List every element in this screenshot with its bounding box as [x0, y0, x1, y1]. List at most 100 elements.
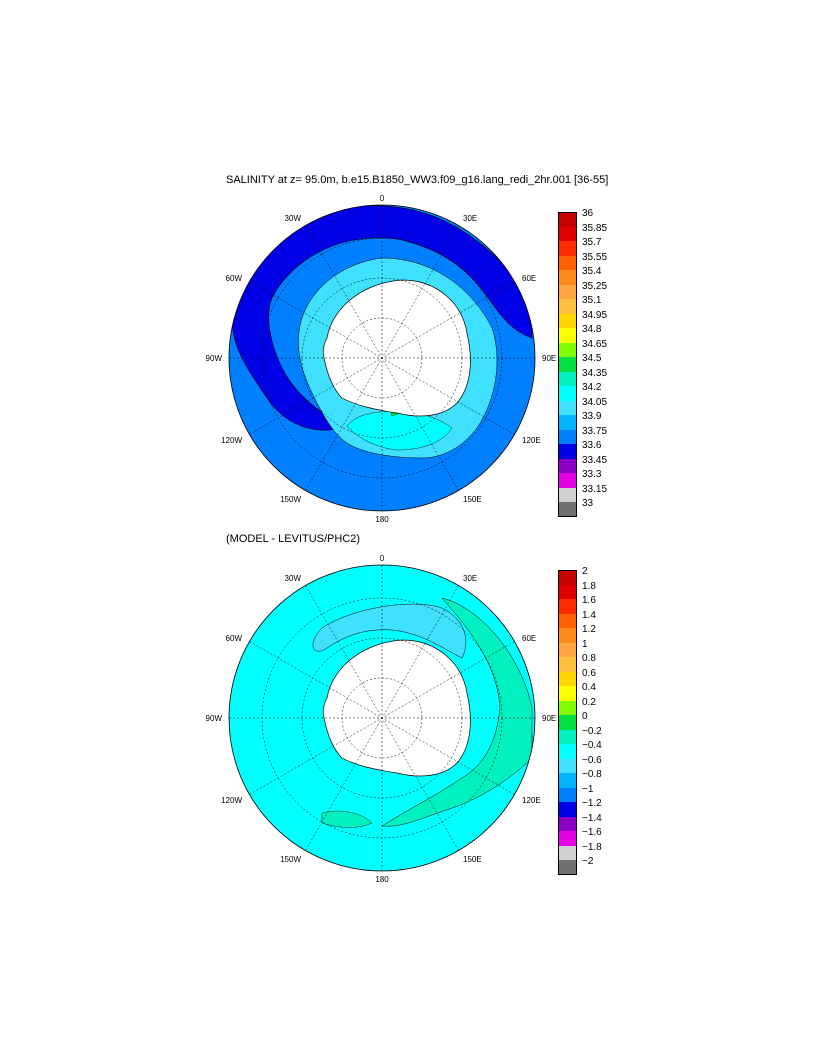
colorbar-label: 34.5	[582, 353, 602, 364]
colorbar-label: 33.45	[582, 454, 608, 466]
lon-label-120e: 120E	[522, 436, 541, 445]
colorbar-label: 0.4	[582, 682, 596, 693]
colorbar-label: −1	[582, 783, 594, 795]
colorbar-label: −1.4	[582, 812, 602, 824]
salinity-colorbar-swatch	[558, 241, 577, 256]
difference-colorbar-swatch	[558, 642, 577, 657]
difference-colorbar-swatch	[558, 657, 577, 672]
salinity-graticule	[229, 205, 535, 511]
lon-label-90w: 90W	[206, 354, 223, 363]
colorbar-label: 33.3	[582, 469, 602, 480]
colorbar-label: 1.4	[582, 609, 596, 621]
difference-positive-patch	[321, 810, 373, 828]
salinity-acc-band	[231, 205, 533, 431]
colorbar-label: 1.8	[582, 580, 596, 592]
lon-label-30e: 30E	[463, 574, 477, 583]
colorbar-label: 33.6	[582, 440, 602, 451]
colorbar-label: 34.8	[582, 324, 602, 335]
salinity-colorbar-swatch	[558, 473, 577, 488]
lon-label-30w: 30W	[285, 574, 302, 583]
difference-colorbar-swatch	[558, 686, 577, 701]
colorbar-label: 34.05	[582, 396, 608, 408]
lon-label-180: 180	[375, 875, 389, 884]
colorbar-label: 33.75	[582, 425, 608, 437]
lon-label-150e: 150E	[463, 495, 482, 504]
salinity-colorbar-swatch	[558, 270, 577, 285]
lon-label-0: 0	[380, 554, 385, 563]
difference-graticule	[229, 565, 535, 871]
difference-colorbar: 2 1.8 1.6 1.4 1.2 1 0.8 0.6 0.4 0.2 0 −0…	[558, 566, 618, 875]
colorbar-label: 34.95	[582, 309, 608, 321]
difference-colorbar-swatch	[558, 744, 577, 759]
difference-colorbar-swatch	[558, 758, 577, 773]
difference-colorbar-swatch	[558, 671, 577, 686]
colorbar-label: −1.2	[582, 798, 602, 809]
salinity-map-outline	[228, 204, 536, 512]
lon-label-150w: 150W	[280, 855, 301, 864]
colorbar-label: 0.8	[582, 653, 596, 664]
lon-label-90e: 90E	[542, 714, 556, 723]
colorbar-label: 0.2	[582, 696, 596, 708]
colorbar-label: 33.15	[582, 483, 608, 495]
salinity-colorbar-swatch	[558, 328, 577, 343]
lon-label-60w: 60W	[226, 634, 243, 643]
salinity-colorbar-swatch	[558, 255, 577, 270]
lon-label-30w: 30W	[285, 214, 302, 223]
difference-colorbar-swatch	[558, 816, 577, 831]
colorbar-label: 1.2	[582, 624, 596, 635]
difference-colorbar-swatch	[558, 802, 577, 817]
colorbar-label: −0.4	[582, 740, 602, 751]
difference-colorbar-swatch	[558, 628, 577, 643]
colorbar-label: 2	[582, 566, 588, 577]
salinity-colorbar-swatch	[558, 357, 577, 372]
difference-colorbar-swatch	[558, 831, 577, 846]
salinity-colorbar-swatch	[558, 226, 577, 241]
colorbar-label: 0.6	[582, 667, 596, 679]
salinity-colorbar-swatch	[558, 487, 577, 502]
difference-colorbar-swatch	[558, 613, 577, 628]
difference-colorbar-swatch	[558, 599, 577, 614]
difference-colorbar-swatch	[558, 845, 577, 860]
lon-label-120w: 120W	[221, 796, 242, 805]
lon-label-0: 0	[380, 194, 385, 203]
salinity-colorbar-swatch	[558, 400, 577, 415]
salinity-antarctica	[322, 279, 471, 417]
colorbar-label: 0	[582, 711, 588, 722]
colorbar-label: 35.1	[582, 295, 602, 306]
lon-label-60e: 60E	[522, 634, 536, 643]
lon-label-30e: 30E	[463, 214, 477, 223]
colorbar-label: 35.25	[582, 280, 608, 292]
difference-colorbar-swatch	[558, 700, 577, 715]
salinity-colorbar-swatch	[558, 342, 577, 357]
salinity-map-title: SALINITY at z= 95.0m, b.e15.B1850_WW3.f0…	[226, 174, 609, 186]
lon-label-150w: 150W	[280, 495, 301, 504]
salinity-colorbar-swatch	[558, 444, 577, 459]
colorbar-label: 33.9	[582, 411, 602, 422]
difference-colorbar-swatch	[558, 584, 577, 599]
difference-antarctica	[322, 639, 471, 777]
lon-label-60e: 60E	[522, 274, 536, 283]
salinity-polar-map: 0 30E 60E 90E 120E 150E 180 150W 120W 90…	[206, 194, 557, 524]
lon-label-120w: 120W	[221, 436, 242, 445]
salinity-lon-labels: 0 30E 60E 90E 120E 150E 180 150W 120W 90…	[206, 194, 557, 524]
salinity-colorbar-swatch	[558, 299, 577, 314]
colorbar-label: 34.2	[582, 382, 602, 393]
colorbar-label: 1	[582, 638, 588, 650]
colorbar-label: 34.35	[582, 367, 608, 379]
difference-colorbar-swatch	[558, 570, 577, 585]
lon-label-60w: 60W	[226, 274, 243, 283]
difference-colorbar-swatch	[558, 787, 577, 802]
difference-colorbar-swatch	[558, 715, 577, 730]
difference-colorbar-swatch	[558, 773, 577, 788]
salinity-colorbar-swatch	[558, 284, 577, 299]
salinity-colorbar-swatch	[558, 371, 577, 386]
difference-map-title: (MODEL - LEVITUS/PHC2)	[226, 533, 361, 545]
difference-map-outline	[228, 564, 536, 872]
lon-label-180: 180	[375, 515, 389, 524]
difference-lon-labels: 0 30E 60E 90E 120E 150E 180 150W 120W 90…	[206, 554, 557, 884]
colorbar-label: 34.65	[582, 338, 608, 350]
colorbar-label: −1.8	[582, 841, 602, 853]
colorbar-label: −0.8	[582, 769, 602, 780]
salinity-colorbar-swatch	[558, 212, 577, 227]
colorbar-label: 33	[582, 498, 594, 509]
